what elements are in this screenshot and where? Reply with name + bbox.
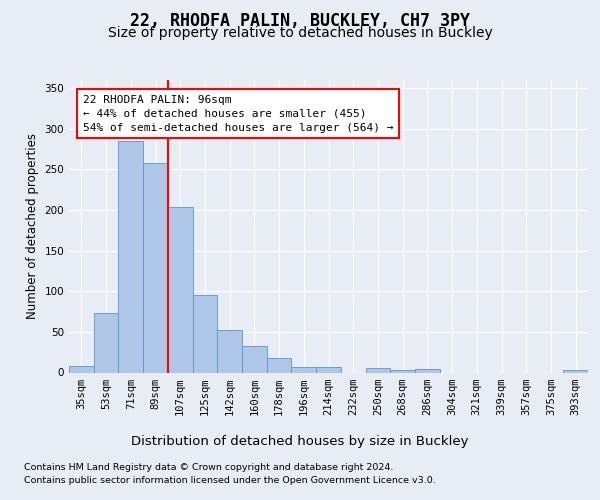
Bar	[69, 366, 94, 372]
Bar	[292, 367, 316, 372]
Text: Contains HM Land Registry data © Crown copyright and database right 2024.: Contains HM Land Registry data © Crown c…	[24, 462, 394, 471]
Text: Distribution of detached houses by size in Buckley: Distribution of detached houses by size …	[131, 435, 469, 448]
Y-axis label: Number of detached properties: Number of detached properties	[26, 133, 39, 320]
Bar	[143, 163, 168, 372]
Bar	[390, 370, 415, 372]
Bar	[94, 313, 118, 372]
Bar	[365, 368, 390, 372]
Bar	[242, 346, 267, 372]
Text: 22, RHODFA PALIN, BUCKLEY, CH7 3PY: 22, RHODFA PALIN, BUCKLEY, CH7 3PY	[130, 12, 470, 30]
Bar	[118, 141, 143, 372]
Bar	[217, 330, 242, 372]
Bar	[193, 296, 217, 372]
Bar	[316, 367, 341, 372]
Bar	[563, 370, 588, 372]
Bar	[415, 369, 440, 372]
Bar	[168, 207, 193, 372]
Text: Contains public sector information licensed under the Open Government Licence v3: Contains public sector information licen…	[24, 476, 436, 485]
Text: Size of property relative to detached houses in Buckley: Size of property relative to detached ho…	[107, 26, 493, 40]
Bar	[267, 358, 292, 372]
Text: 22 RHODFA PALIN: 96sqm
← 44% of detached houses are smaller (455)
54% of semi-de: 22 RHODFA PALIN: 96sqm ← 44% of detached…	[83, 94, 393, 132]
